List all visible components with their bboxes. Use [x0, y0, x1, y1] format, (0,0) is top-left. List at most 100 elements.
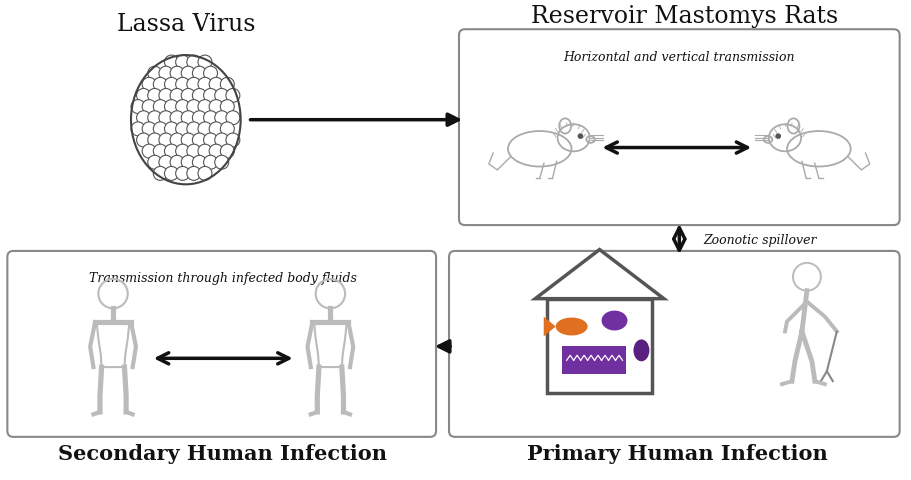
Circle shape: [181, 156, 195, 170]
Circle shape: [148, 89, 161, 103]
Circle shape: [192, 134, 207, 148]
Circle shape: [181, 89, 195, 103]
Circle shape: [220, 100, 234, 114]
Circle shape: [187, 167, 200, 181]
FancyBboxPatch shape: [459, 30, 900, 226]
Circle shape: [198, 78, 212, 92]
Circle shape: [170, 134, 184, 148]
Circle shape: [170, 67, 184, 81]
Circle shape: [198, 100, 212, 114]
Circle shape: [148, 134, 161, 148]
Circle shape: [170, 111, 184, 125]
Circle shape: [165, 145, 179, 159]
Circle shape: [176, 167, 189, 181]
Circle shape: [192, 89, 207, 103]
Circle shape: [198, 145, 212, 159]
Circle shape: [776, 135, 781, 139]
Circle shape: [131, 122, 145, 136]
Circle shape: [181, 111, 195, 125]
Polygon shape: [544, 317, 556, 337]
Circle shape: [203, 89, 218, 103]
Circle shape: [198, 167, 212, 181]
Circle shape: [215, 134, 229, 148]
Circle shape: [187, 56, 200, 70]
Circle shape: [153, 78, 168, 92]
Circle shape: [215, 156, 229, 170]
Circle shape: [159, 67, 173, 81]
Circle shape: [181, 134, 195, 148]
Circle shape: [220, 78, 234, 92]
Circle shape: [159, 156, 173, 170]
Circle shape: [137, 111, 150, 125]
Ellipse shape: [556, 318, 588, 336]
FancyBboxPatch shape: [7, 252, 436, 437]
Circle shape: [165, 167, 179, 181]
Circle shape: [215, 89, 229, 103]
Circle shape: [165, 122, 179, 136]
Text: Secondary Human Infection: Secondary Human Infection: [58, 443, 387, 463]
Circle shape: [142, 122, 156, 136]
Circle shape: [153, 100, 168, 114]
Circle shape: [210, 145, 223, 159]
Bar: [548, 299, 652, 393]
Circle shape: [192, 67, 207, 81]
Circle shape: [165, 100, 179, 114]
Circle shape: [203, 67, 218, 81]
Circle shape: [215, 111, 229, 125]
Circle shape: [192, 156, 207, 170]
Circle shape: [187, 100, 200, 114]
Circle shape: [142, 145, 156, 159]
Circle shape: [578, 135, 582, 139]
Circle shape: [165, 56, 179, 70]
Circle shape: [198, 56, 212, 70]
Text: Primary Human Infection: Primary Human Infection: [527, 443, 828, 463]
Text: Zoonotic spillover: Zoonotic spillover: [703, 233, 817, 246]
Circle shape: [148, 67, 161, 81]
Circle shape: [187, 145, 200, 159]
Circle shape: [181, 67, 195, 81]
Text: Lassa Virus: Lassa Virus: [117, 13, 255, 36]
Circle shape: [148, 156, 161, 170]
Circle shape: [176, 78, 189, 92]
Circle shape: [153, 167, 168, 181]
Text: Transmission through infected body fluids: Transmission through infected body fluid…: [88, 271, 356, 284]
Circle shape: [176, 145, 189, 159]
Circle shape: [220, 122, 234, 136]
Circle shape: [192, 111, 207, 125]
Circle shape: [159, 89, 173, 103]
Circle shape: [170, 89, 184, 103]
Circle shape: [153, 122, 168, 136]
Circle shape: [210, 122, 223, 136]
Circle shape: [226, 134, 240, 148]
Circle shape: [203, 111, 218, 125]
Circle shape: [203, 156, 218, 170]
Circle shape: [148, 111, 161, 125]
Circle shape: [142, 78, 156, 92]
Circle shape: [176, 56, 189, 70]
Circle shape: [170, 156, 184, 170]
Ellipse shape: [633, 340, 650, 361]
Text: Reservoir Mastomys Rats: Reservoir Mastomys Rats: [531, 5, 838, 28]
Circle shape: [159, 134, 173, 148]
Circle shape: [142, 100, 156, 114]
Circle shape: [226, 89, 240, 103]
Circle shape: [203, 134, 218, 148]
Ellipse shape: [601, 311, 628, 331]
Circle shape: [198, 122, 212, 136]
Circle shape: [131, 100, 145, 114]
Circle shape: [210, 100, 223, 114]
Text: Horizontal and vertical transmission: Horizontal and vertical transmission: [564, 51, 795, 64]
Circle shape: [176, 100, 189, 114]
Circle shape: [153, 145, 168, 159]
Circle shape: [137, 134, 150, 148]
Circle shape: [159, 111, 173, 125]
Circle shape: [187, 122, 200, 136]
Circle shape: [165, 78, 179, 92]
Circle shape: [176, 122, 189, 136]
Bar: [562, 347, 627, 374]
Circle shape: [187, 78, 200, 92]
Circle shape: [210, 78, 223, 92]
FancyBboxPatch shape: [449, 252, 900, 437]
Circle shape: [137, 89, 150, 103]
Circle shape: [220, 145, 234, 159]
